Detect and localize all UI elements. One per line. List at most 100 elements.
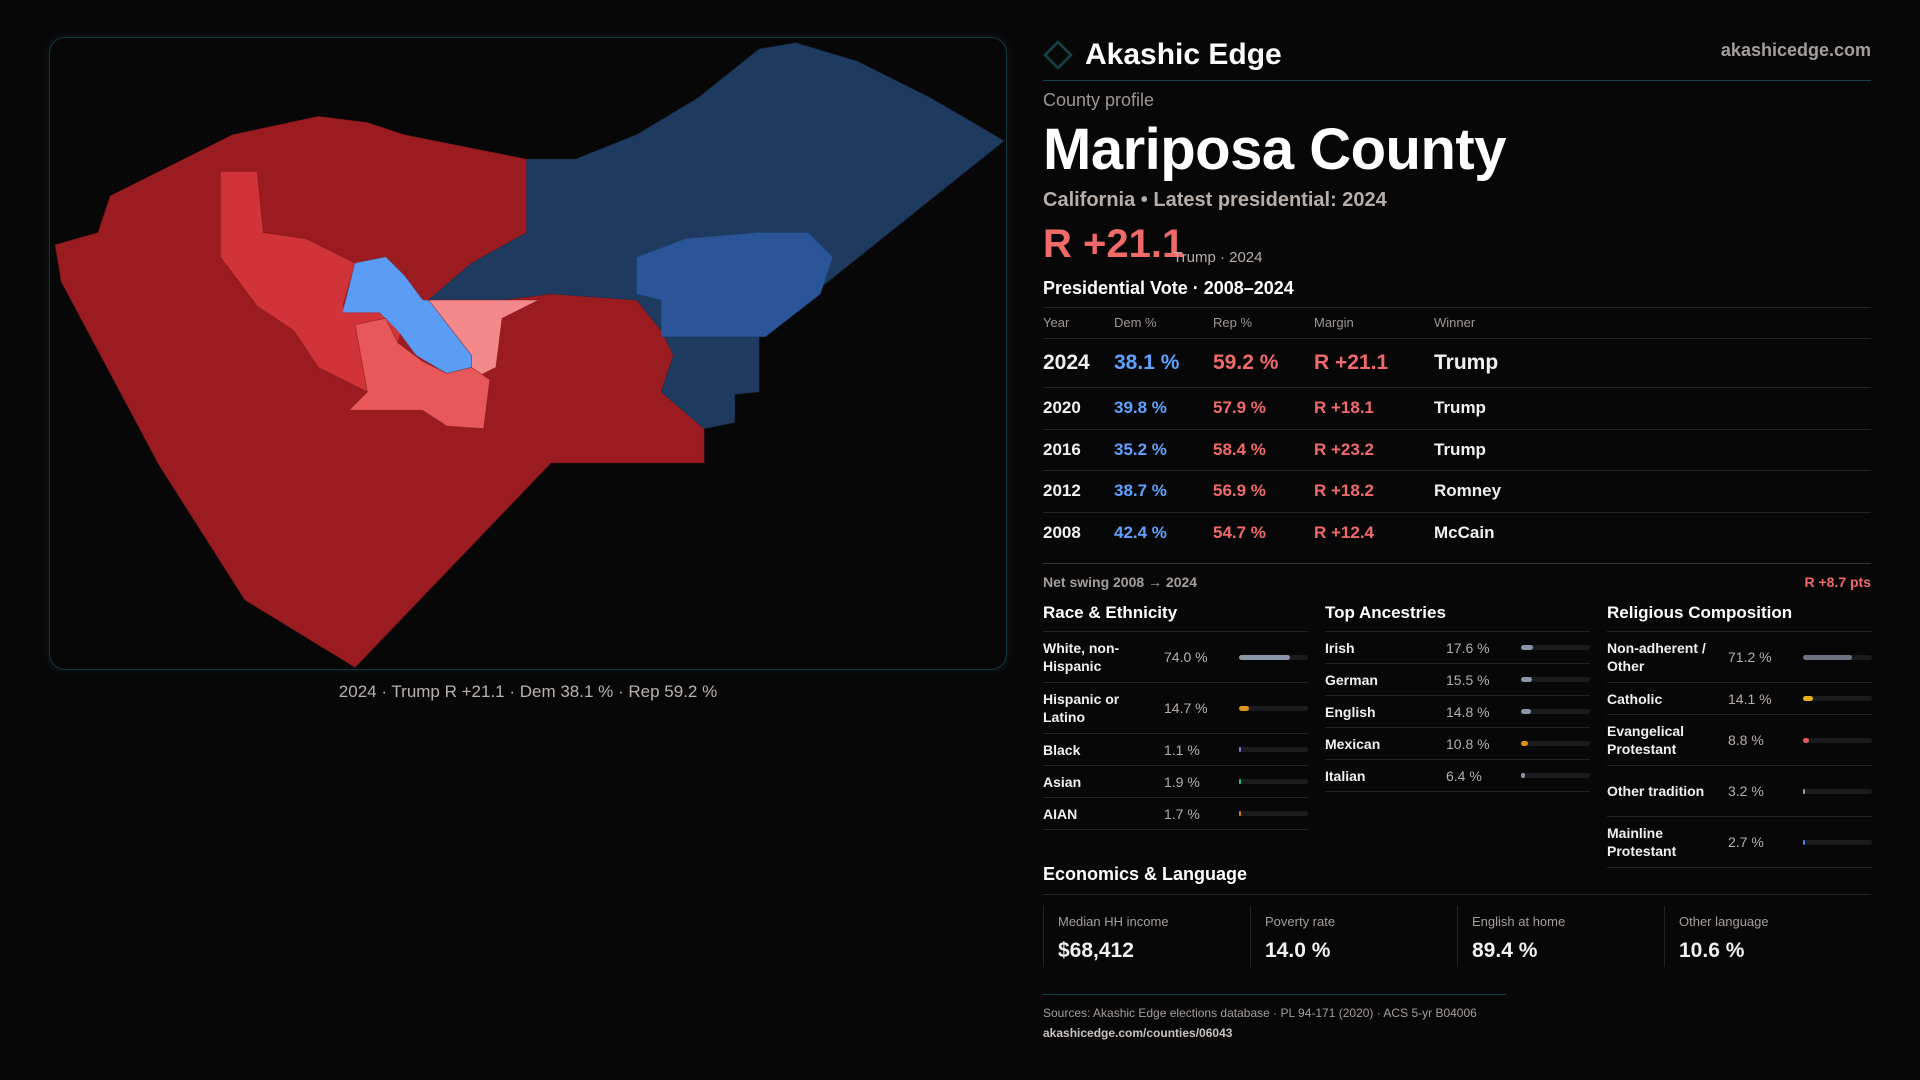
race-row: Asian 1.9 % — [1043, 766, 1308, 798]
map-caption: 2024 · Trump R +21.1 · Dem 38.1 % · Rep … — [338, 682, 718, 701]
row-label: Hispanic or Latino — [1043, 691, 1120, 725]
vote-rep: 56.9 % — [1213, 481, 1266, 500]
vote-dem: 42.4 % — [1114, 522, 1167, 542]
stat-card-income: Median HH income $68,412 — [1043, 906, 1250, 967]
vote-row[interactable]: 2012 38.7 % 56.9 % R +18.2 Romney — [1043, 470, 1871, 512]
swing-label: Net swing 2008 → 2024 — [1043, 574, 1198, 590]
stat-value: 10.6 % — [1679, 939, 1745, 962]
vote-margin: R +23.2 — [1314, 439, 1375, 459]
divider — [1043, 429, 1871, 430]
religion-section: Religious Composition Non-adherent / Oth… — [1607, 603, 1872, 868]
row-value: 3.2 % — [1728, 783, 1764, 799]
vote-row[interactable]: 2008 42.4 % 54.7 % R +12.4 McCain — [1043, 512, 1871, 553]
bar-track — [1239, 654, 1308, 660]
row-value: 2.7 % — [1728, 834, 1764, 850]
bar-track — [1803, 788, 1872, 794]
bar-track — [1803, 696, 1872, 701]
row-label: Mexican — [1325, 735, 1381, 752]
sources-text: Sources: Akashic Edge elections database… — [1043, 1006, 1477, 1020]
divider — [1043, 563, 1871, 564]
bar-fill — [1803, 696, 1813, 701]
ancestry-row: German 15.5 % — [1325, 664, 1590, 696]
votes-header-row: Year Dem % Rep % Margin Winner — [1043, 314, 1871, 330]
ancestry-row: Italian 6.4 % — [1325, 760, 1590, 792]
page-title: Mariposa County — [1043, 117, 1507, 182]
map-region-lean-rep[interactable] — [348, 317, 491, 429]
row-label: German — [1325, 671, 1378, 688]
vote-row[interactable]: 2020 39.8 % 57.9 % R +18.1 Trump — [1043, 387, 1871, 429]
row-label: Catholic — [1607, 690, 1663, 707]
vote-row[interactable]: 2016 35.2 % 58.4 % R +23.2 Trump — [1043, 429, 1871, 470]
bar-fill — [1239, 654, 1291, 660]
race-row: Black 1.1 % — [1043, 734, 1308, 766]
religion-row: Mainline Protestant 2.7 % — [1607, 817, 1872, 868]
row-label: Mainline Protestant — [1607, 825, 1677, 859]
bar-track — [1239, 779, 1308, 784]
stat-card-english: English at home 89.4 % — [1457, 906, 1664, 967]
county-link[interactable]: akashicedge.com/counties/06043 — [1043, 1026, 1233, 1040]
bar-track — [1803, 839, 1872, 845]
vote-dem: 35.2 % — [1114, 439, 1167, 459]
row-label: White, non-Hispanic — [1043, 640, 1120, 674]
row-value: 14.8 % — [1446, 703, 1490, 720]
bar-fill — [1803, 839, 1806, 845]
vote-rep: 59.2 % — [1213, 350, 1279, 374]
divider — [1043, 307, 1871, 308]
diamond-icon — [1043, 40, 1073, 70]
row-label: Evangelical Protestant — [1607, 723, 1685, 757]
ancestry-row: Mexican 10.8 % — [1325, 728, 1590, 760]
vote-margin: R +18.1 — [1314, 398, 1375, 417]
col-dem: Dem % — [1114, 314, 1157, 330]
map-region-tilt-rep[interactable] — [427, 299, 539, 381]
bar-fill — [1521, 677, 1532, 682]
bar-fill — [1803, 788, 1806, 794]
bar-track — [1521, 741, 1590, 746]
headline-margin: R +21.1 — [1043, 222, 1185, 266]
race-section: Race & Ethnicity White, non-Hispanic 74.… — [1043, 603, 1308, 830]
vote-rep: 58.4 % — [1213, 439, 1266, 459]
map-region-dem[interactable] — [636, 232, 834, 338]
headline-margin-note: Trump · 2024 — [1173, 249, 1263, 266]
brand-logo[interactable]: Akashic Edge — [1043, 38, 1282, 72]
economics-cards: Median HH income $68,412 Poverty rate 14.0… — [1043, 906, 1871, 967]
stat-label: English at home — [1472, 914, 1566, 929]
swing-value: R +8.7 pts — [1804, 574, 1871, 590]
page-kicker: County profile — [1043, 90, 1155, 110]
vote-winner: McCain — [1434, 522, 1495, 542]
bar-fill — [1521, 645, 1534, 650]
bar-track — [1239, 811, 1308, 816]
col-winner: Winner — [1434, 314, 1476, 330]
ancestry-row: English 14.8 % — [1325, 696, 1590, 728]
economics-title: Economics & Language — [1043, 864, 1248, 884]
stat-label: Other language — [1679, 914, 1769, 929]
row-value: 6.4 % — [1446, 767, 1482, 784]
row-value: 1.7 % — [1164, 805, 1200, 822]
site-link[interactable]: akashicedge.com — [1720, 40, 1871, 60]
vote-winner: Romney — [1434, 481, 1502, 500]
vote-year: 2020 — [1043, 398, 1081, 417]
row-label: Asian — [1043, 773, 1082, 790]
vote-dem: 38.1 % — [1114, 350, 1180, 374]
bar-track — [1803, 737, 1872, 743]
row-value: 1.9 % — [1164, 773, 1200, 790]
vote-year: 2024 — [1043, 350, 1090, 374]
bar-track — [1521, 645, 1590, 650]
race-row: AIAN 1.7 % — [1043, 798, 1308, 830]
vote-margin: R +18.2 — [1314, 481, 1375, 500]
row-value: 15.5 % — [1446, 671, 1490, 688]
bar-track — [1521, 709, 1590, 714]
divider — [1043, 894, 1871, 895]
row-value: 10.8 % — [1446, 735, 1490, 752]
vote-year: 2012 — [1043, 481, 1081, 500]
religion-row: Other tradition 3.2 % — [1607, 766, 1872, 817]
vote-row[interactable]: 2024 38.1 % 59.2 % R +21.1 Trump — [1043, 338, 1871, 387]
divider — [1043, 338, 1871, 339]
bar-fill — [1239, 747, 1242, 752]
row-value: 1.1 % — [1164, 741, 1200, 758]
stat-card-poverty: Poverty rate 14.0 % — [1250, 906, 1457, 967]
row-value: 14.1 % — [1728, 690, 1772, 707]
race-row: Hispanic or Latino 14.7 % — [1043, 683, 1308, 734]
religion-row: Non-adherent / Other 71.2 % — [1607, 632, 1872, 683]
divider — [1043, 80, 1871, 81]
